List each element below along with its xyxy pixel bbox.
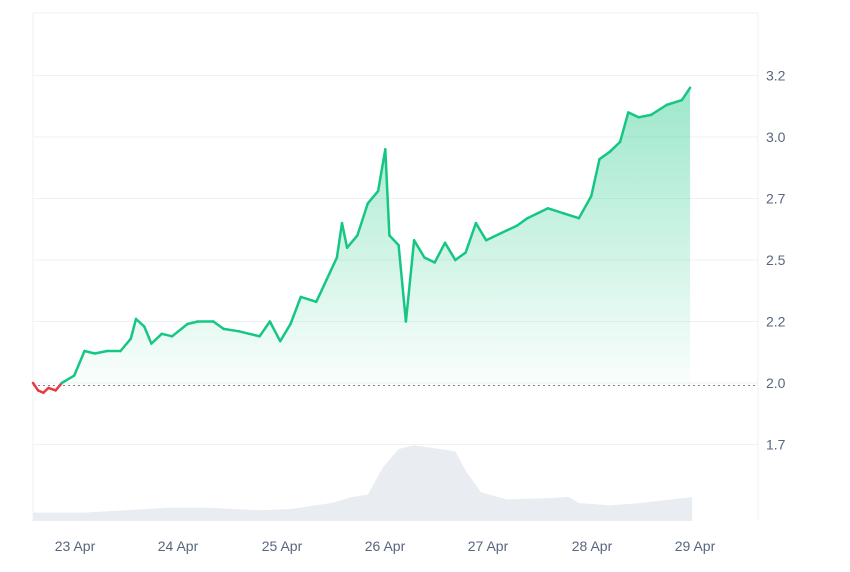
price-line-segment xyxy=(515,216,529,227)
price-line-segment xyxy=(608,140,622,154)
price-line-segment xyxy=(54,381,64,392)
price-line-segment xyxy=(142,325,153,345)
y-axis: 1.7 2.0 2.2 2.5 2.7 3.0 3.2 xyxy=(766,68,786,453)
price-line-segment xyxy=(474,221,488,242)
price-line-segment xyxy=(454,251,467,262)
price-line-segment xyxy=(376,148,387,193)
x-tick-label: 23 Apr xyxy=(55,538,96,554)
price-line-segment xyxy=(464,221,478,254)
price-line-segment xyxy=(627,111,640,119)
x-tick-label: 27 Apr xyxy=(468,538,509,554)
price-line-segment xyxy=(649,103,668,117)
price-line-segment xyxy=(299,295,318,304)
price-line-segment xyxy=(366,189,380,205)
price-line-segment xyxy=(222,327,241,333)
price-line-segment xyxy=(119,337,133,353)
price-line-segment xyxy=(500,224,519,235)
price-line-segment xyxy=(289,295,303,326)
price-line-segment xyxy=(31,381,40,392)
price-line-segment xyxy=(212,320,225,331)
y-tick-label: 3.0 xyxy=(766,129,786,145)
price-line-segment xyxy=(83,349,97,355)
area-layer xyxy=(33,87,691,386)
price-line-segment xyxy=(47,386,57,392)
y-tick-label: 2.2 xyxy=(766,314,786,330)
price-line-segment xyxy=(536,207,550,215)
y-tick-label: 3.2 xyxy=(766,68,786,84)
price-line-segment xyxy=(637,113,653,119)
price-line-segment xyxy=(325,256,339,281)
price-line-segment xyxy=(278,322,292,343)
price-line-segment xyxy=(590,157,601,198)
price-line-segment xyxy=(93,349,109,355)
x-tick-label: 29 Apr xyxy=(675,538,716,554)
price-line-segment xyxy=(186,320,200,326)
x-axis: 23 Apr 24 Apr 25 Apr 26 Apr 27 Apr 28 Apr 29 A… xyxy=(55,538,716,554)
price-line-segment xyxy=(598,150,612,161)
price-line-segment xyxy=(412,239,426,259)
volume-area xyxy=(33,445,693,521)
price-line-segment xyxy=(526,212,539,220)
price-line-segment xyxy=(160,332,174,338)
price-line-segment xyxy=(134,317,146,328)
price-line-segment xyxy=(258,320,272,338)
line-layer xyxy=(31,86,692,395)
price-line-segment xyxy=(384,148,391,237)
price-line-segment xyxy=(248,332,261,338)
price-line-segment xyxy=(150,332,164,345)
price-line-segment xyxy=(356,202,370,237)
price-line-segment xyxy=(484,231,503,242)
price-line-segment xyxy=(315,278,328,304)
price-line-segment xyxy=(665,98,684,107)
price-area xyxy=(33,87,691,386)
price-line-segment xyxy=(562,212,581,220)
price-line-segment xyxy=(237,330,251,336)
price-line-segment xyxy=(345,234,359,249)
x-tick-label: 28 Apr xyxy=(572,538,613,554)
x-tick-label: 25 Apr xyxy=(262,538,303,554)
price-line-segment xyxy=(423,256,436,264)
price-line-segment xyxy=(170,322,189,338)
price-line-segment xyxy=(388,234,400,247)
price-line-segment xyxy=(577,194,593,220)
y-tick-label: 2.7 xyxy=(766,191,786,207)
volume-layer xyxy=(33,445,693,521)
price-line-segment xyxy=(268,320,282,343)
price-line-segment xyxy=(433,241,447,264)
y-tick-label: 2.0 xyxy=(766,375,786,391)
price-line-segment xyxy=(680,86,692,102)
y-tick-label: 1.7 xyxy=(766,437,786,453)
x-tick-label: 26 Apr xyxy=(365,538,406,554)
price-line-segment xyxy=(129,317,138,340)
x-tick-label: 24 Apr xyxy=(158,538,199,554)
price-line-segment xyxy=(618,111,630,144)
price-line-segment xyxy=(546,207,565,215)
y-tick-label: 2.5 xyxy=(766,252,786,268)
price-line-segment xyxy=(340,221,349,249)
price-line-segment xyxy=(60,374,76,385)
price-line-segment xyxy=(397,243,408,323)
price-line-segment xyxy=(72,349,86,377)
price-line-segment xyxy=(443,241,457,262)
price-line-segment xyxy=(404,239,416,323)
price-line-segment xyxy=(335,221,344,259)
